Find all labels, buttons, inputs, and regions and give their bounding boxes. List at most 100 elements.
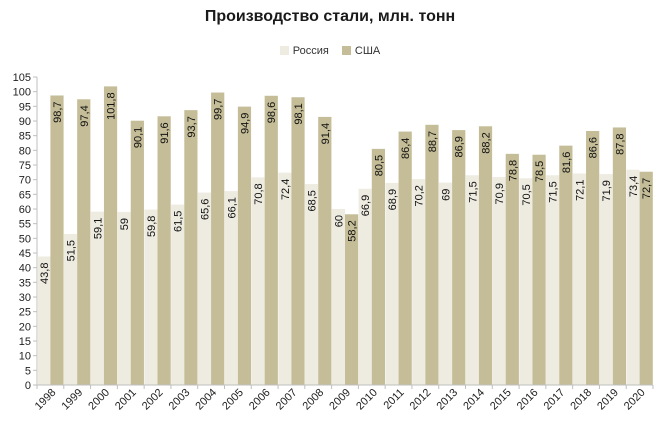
bar-russia: [251, 177, 265, 385]
y-tick-label: 0: [25, 380, 31, 392]
y-tick-label: 55: [19, 219, 31, 231]
bar-russia: [519, 178, 533, 385]
data-label-russia: 73,4: [628, 176, 640, 197]
legend-swatch-russia: [279, 46, 289, 55]
data-label-russia: 71,5: [548, 181, 560, 202]
y-tick-label: 25: [19, 307, 31, 319]
y-tick-label: 60: [19, 204, 31, 216]
data-label-russia: 68,9: [387, 189, 399, 210]
data-label-usa: 94,9: [239, 113, 251, 134]
legend-label-russia: Россия: [292, 45, 329, 57]
bar-russia: [385, 182, 399, 385]
legend-item-usa: США: [341, 45, 381, 57]
data-label-russia: 59: [119, 218, 131, 230]
data-label-russia: 70,8: [253, 183, 265, 204]
y-tick-label: 100: [13, 87, 31, 99]
legend: Россия США: [0, 45, 660, 57]
data-label-russia: 70,2: [414, 185, 426, 206]
data-label-usa: 86,6: [588, 137, 600, 158]
data-label-russia: 66,9: [360, 195, 372, 216]
data-label-russia: 59,1: [92, 218, 104, 239]
bar-usa: [559, 145, 573, 385]
bar-russia: [599, 174, 613, 385]
data-label-usa: 91,4: [320, 123, 332, 144]
data-label-usa: 88,7: [427, 131, 439, 152]
bar-usa: [77, 99, 91, 385]
legend-label-usa: США: [354, 45, 381, 57]
y-tick-label: 90: [19, 116, 31, 128]
data-label-usa: 98,6: [266, 102, 278, 123]
data-label-russia: 51,5: [66, 240, 78, 261]
x-tick-label: 2004: [193, 387, 219, 413]
y-tick-label: 35: [19, 277, 31, 289]
x-tick-label: 2011: [381, 387, 406, 412]
data-label-usa: 91,6: [159, 122, 171, 143]
bar-usa: [478, 126, 493, 385]
y-tick-label: 50: [19, 233, 31, 245]
bar-russia: [117, 211, 131, 385]
bar-usa: [345, 214, 359, 385]
data-label-usa: 90,1: [132, 127, 144, 148]
y-tick-label: 40: [19, 263, 31, 275]
bar-russia: [358, 188, 372, 385]
data-label-russia: 68,5: [307, 190, 319, 211]
x-tick-label: 2013: [434, 387, 460, 413]
x-tick-label: 2014: [461, 387, 487, 413]
bar-usa: [505, 153, 519, 385]
bar-russia: [278, 172, 292, 385]
y-tick-label: 45: [19, 248, 31, 260]
y-tick-label: 10: [19, 351, 31, 363]
x-tick-label: 2020: [622, 387, 648, 413]
bar-russia: [331, 209, 345, 385]
x-tick-label: 2017: [542, 387, 568, 413]
bar-usa: [612, 127, 627, 385]
data-label-usa: 81,6: [561, 152, 573, 173]
bar-russia: [90, 211, 104, 385]
y-tick-label: 75: [19, 160, 31, 172]
y-tick-label: 105: [13, 72, 31, 84]
bar-russia: [37, 256, 51, 385]
data-label-usa: 98,7: [52, 101, 64, 122]
data-label-usa: 72,7: [641, 178, 653, 199]
bar-russia: [144, 209, 158, 385]
x-tick-label: 2009: [327, 387, 353, 413]
bar-usa: [398, 131, 412, 385]
x-tick-label: 2007: [274, 387, 300, 413]
data-label-russia: 61,5: [173, 211, 185, 232]
data-label-usa: 88,2: [481, 132, 493, 153]
bar-usa: [130, 120, 144, 385]
x-tick-label: 2016: [515, 387, 541, 413]
data-label-usa: 58,2: [347, 220, 359, 241]
bar-russia: [171, 204, 185, 385]
bar-russia: [626, 169, 640, 385]
y-tick-label: 30: [19, 292, 31, 304]
data-label-russia: 59,8: [146, 216, 158, 237]
data-label-usa: 93,7: [186, 116, 198, 137]
y-tick-label: 70: [19, 175, 31, 187]
bar-usa: [157, 116, 171, 385]
data-label-russia: 65,6: [199, 199, 211, 220]
data-label-usa: 80,5: [373, 155, 385, 176]
data-label-usa: 97,4: [79, 105, 91, 126]
bar-usa: [532, 154, 546, 385]
y-tick-label: 20: [19, 321, 31, 333]
y-tick-label: 5: [25, 365, 31, 377]
data-label-usa: 86,9: [454, 136, 466, 157]
y-tick-label: 95: [19, 101, 31, 113]
bar-usa: [291, 97, 305, 386]
bar-usa: [264, 95, 278, 386]
y-tick-label: 65: [19, 189, 31, 201]
x-tick-label: 1999: [59, 387, 85, 413]
bar-russia: [572, 173, 587, 385]
bar-russia: [412, 179, 426, 385]
legend-swatch-usa: [341, 46, 351, 55]
bar-russia: [492, 177, 506, 385]
bar-usa: [586, 130, 600, 385]
y-tick-label: 15: [19, 336, 31, 348]
bar-russia: [305, 184, 319, 385]
bar-usa: [237, 106, 252, 386]
chart-title: Производство стали, млн. тонн: [204, 8, 456, 25]
bar-usa: [211, 92, 225, 386]
data-label-russia: 70,9: [494, 183, 506, 204]
data-label-russia: 60: [333, 215, 345, 227]
